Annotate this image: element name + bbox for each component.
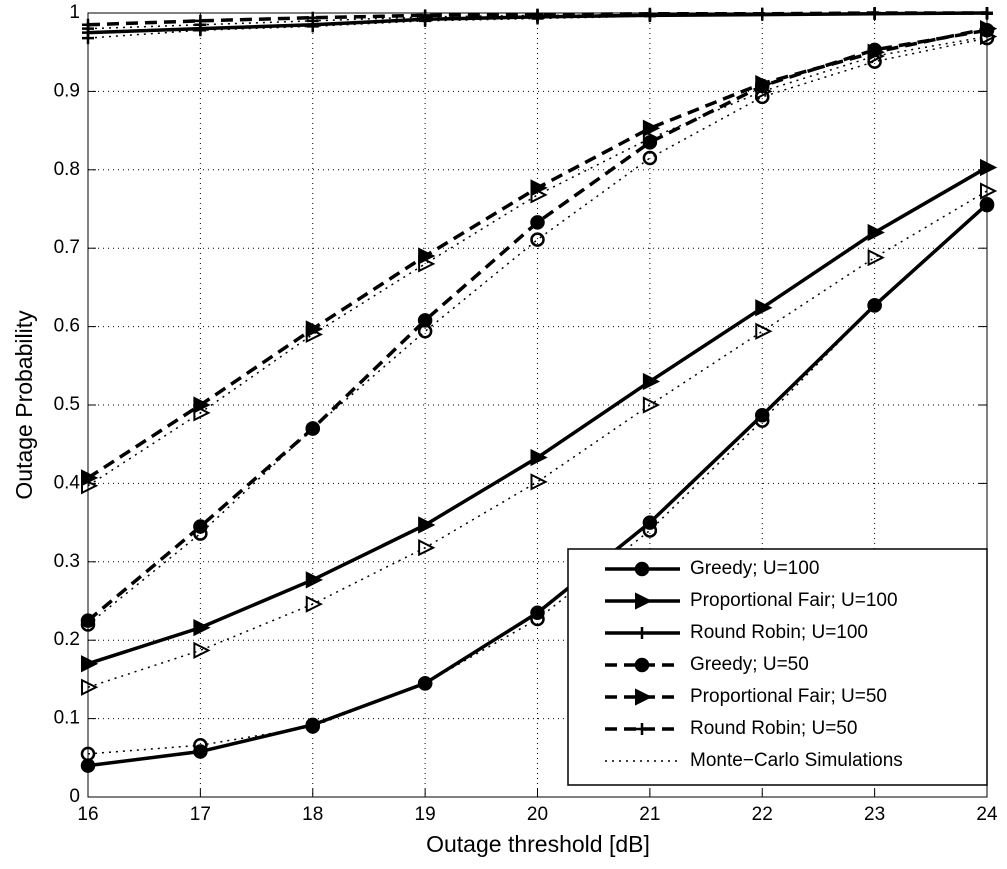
simulation-line: [87, 190, 988, 688]
x-tick-label: 22: [752, 804, 773, 825]
y-tick-label: 0.6: [54, 316, 80, 337]
legend-marker: [634, 561, 650, 577]
data-point: [867, 223, 885, 242]
simulation-line: [87, 35, 988, 487]
legend-label: Greedy; U=50: [690, 654, 809, 675]
simulation-point: [530, 232, 545, 247]
legend-marker: [636, 723, 648, 735]
data-point: [980, 20, 998, 38]
data-point: [417, 313, 433, 328]
legend-marker: [636, 627, 648, 639]
y-tick-label: 0.3: [54, 551, 80, 572]
simulation-point: [642, 129, 661, 148]
data-point: [418, 516, 436, 534]
data-point: [642, 515, 658, 530]
simulation-point: [642, 150, 658, 166]
data-point: [755, 299, 773, 317]
data-point: [193, 396, 211, 414]
data-point: [531, 8, 544, 21]
data-point: [643, 7, 656, 20]
data-point: [530, 179, 548, 197]
data-point: [417, 676, 433, 691]
data-point: [755, 407, 770, 423]
data-point: [419, 9, 432, 22]
data-point: [530, 215, 545, 230]
legend-label: Monte−Carlo Simulations: [690, 750, 903, 771]
data-point: [193, 744, 208, 759]
y-tick-label: 0.1: [54, 708, 80, 729]
data-point: [418, 247, 436, 265]
data-point: [756, 7, 769, 20]
data-point: [981, 7, 993, 19]
legend-marker: [635, 592, 653, 610]
x-tick-label: 23: [864, 804, 885, 825]
legend-label: Round Robin; U=100: [690, 622, 868, 643]
data-point: [979, 197, 995, 212]
simulation-point: [867, 248, 885, 267]
legend-label: Proportional Fair; U=100: [690, 590, 898, 611]
data-point: [867, 43, 885, 61]
series-line: [87, 11, 987, 27]
data-point: [82, 18, 94, 31]
data-point: [868, 7, 881, 19]
y-tick-label: 0.2: [54, 629, 80, 650]
simulation-point: [980, 182, 998, 200]
data-point: [81, 655, 99, 673]
data-point: [80, 613, 96, 628]
data-point: [755, 74, 773, 93]
legend-marker: [634, 657, 650, 673]
data-point: [867, 298, 882, 313]
simulation-point: [418, 539, 436, 557]
y-tick-label: 0.9: [54, 80, 80, 101]
simulation-point: [81, 678, 99, 696]
y-tick-label: 0: [69, 786, 80, 807]
data-point: [81, 469, 99, 487]
legend-label: Proportional Fair; U=50: [690, 686, 887, 707]
y-tick-label: 0.4: [54, 472, 81, 493]
simulation-point: [642, 396, 661, 414]
x-tick-label: 18: [302, 804, 323, 825]
legend-label: Greedy; U=100: [690, 558, 819, 579]
y-tick-label: 0.7: [54, 237, 80, 258]
legend-marker: [635, 688, 653, 706]
x-tick-label: 21: [639, 804, 660, 825]
data-point: [80, 758, 96, 773]
x-tick-label: 16: [77, 804, 98, 825]
y-tick-label: 1: [69, 2, 80, 23]
data-point: [194, 14, 207, 27]
data-point: [306, 11, 319, 24]
data-point: [193, 519, 208, 534]
legend-label: Round Robin; U=50: [690, 718, 857, 739]
data-point: [530, 605, 545, 621]
x-axis-label: Outage threshold [dB]: [426, 831, 650, 857]
simulation-point: [193, 641, 211, 660]
data-point: [642, 372, 661, 391]
y-tick-label: 0.8: [54, 159, 80, 180]
data-point: [642, 119, 661, 137]
x-tick-label: 20: [527, 804, 548, 825]
data-point: [305, 571, 323, 589]
x-tick-label: 24: [976, 804, 998, 825]
x-tick-label: 19: [415, 804, 436, 825]
simulation-point: [530, 473, 548, 491]
data-point: [530, 448, 548, 467]
y-tick-label: 0.5: [54, 394, 80, 415]
y-axis-label: Outage Probability: [11, 310, 37, 500]
x-tick-label: 17: [190, 804, 211, 825]
simulation-point: [305, 595, 323, 613]
data-point: [305, 320, 323, 338]
data-point: [305, 421, 320, 436]
simulation-point: [755, 322, 773, 340]
data-point: [305, 717, 320, 733]
data-point: [193, 619, 211, 637]
data-point: [980, 158, 998, 177]
